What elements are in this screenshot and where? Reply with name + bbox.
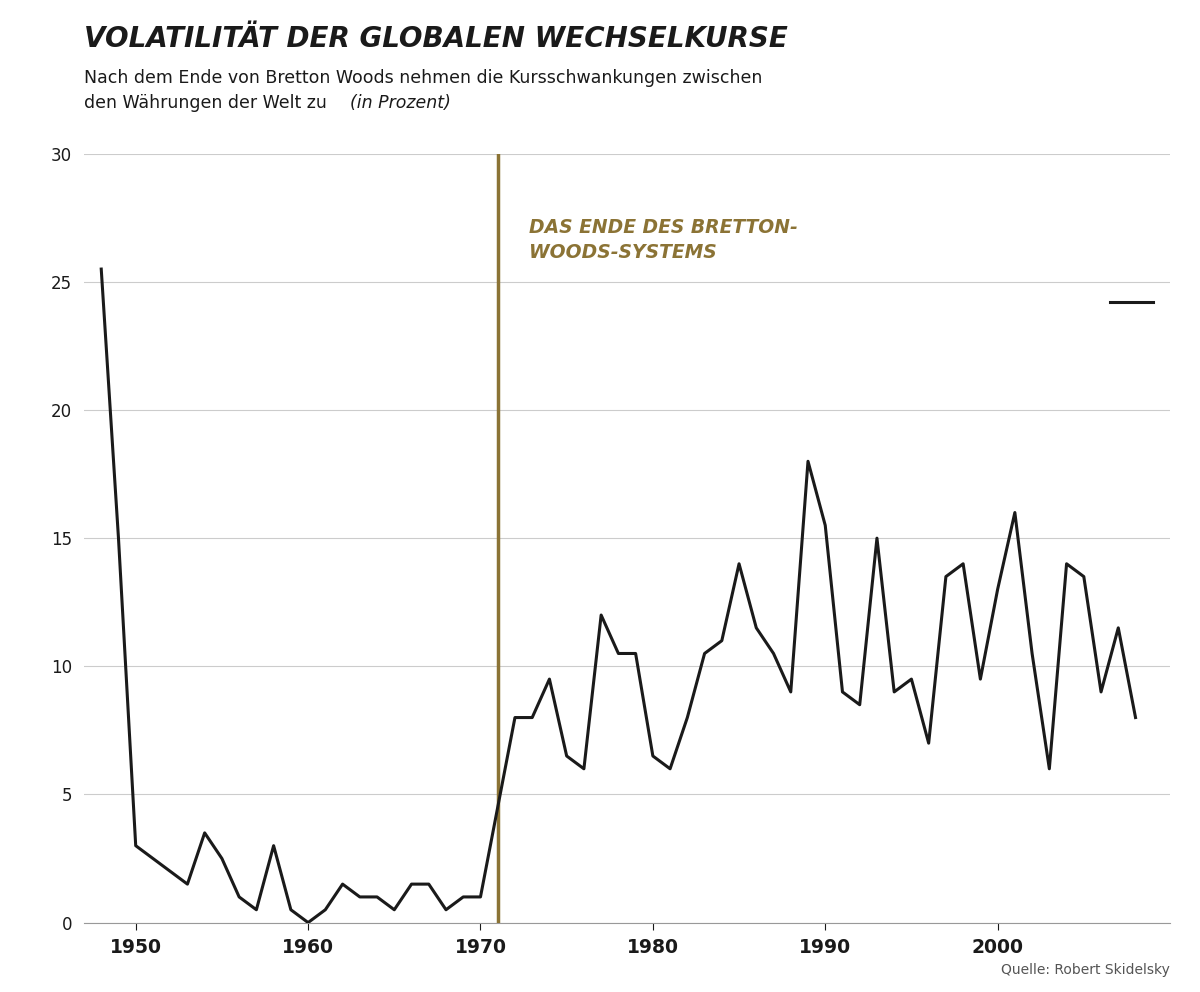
Text: Quelle: Robert Skidelsky: Quelle: Robert Skidelsky (1001, 963, 1170, 977)
Text: Nach dem Ende von Bretton Woods nehmen die Kursschwankungen zwischen: Nach dem Ende von Bretton Woods nehmen d… (84, 69, 762, 87)
Text: DAS ENDE DES BRETTON-
WOODS-SYSTEMS: DAS ENDE DES BRETTON- WOODS-SYSTEMS (529, 218, 798, 262)
Text: (in Prozent): (in Prozent) (350, 94, 451, 112)
Text: VOLATILITÄT DER GLOBALEN WECHSELKURSE: VOLATILITÄT DER GLOBALEN WECHSELKURSE (84, 25, 788, 53)
Text: den Währungen der Welt zu: den Währungen der Welt zu (84, 94, 332, 112)
